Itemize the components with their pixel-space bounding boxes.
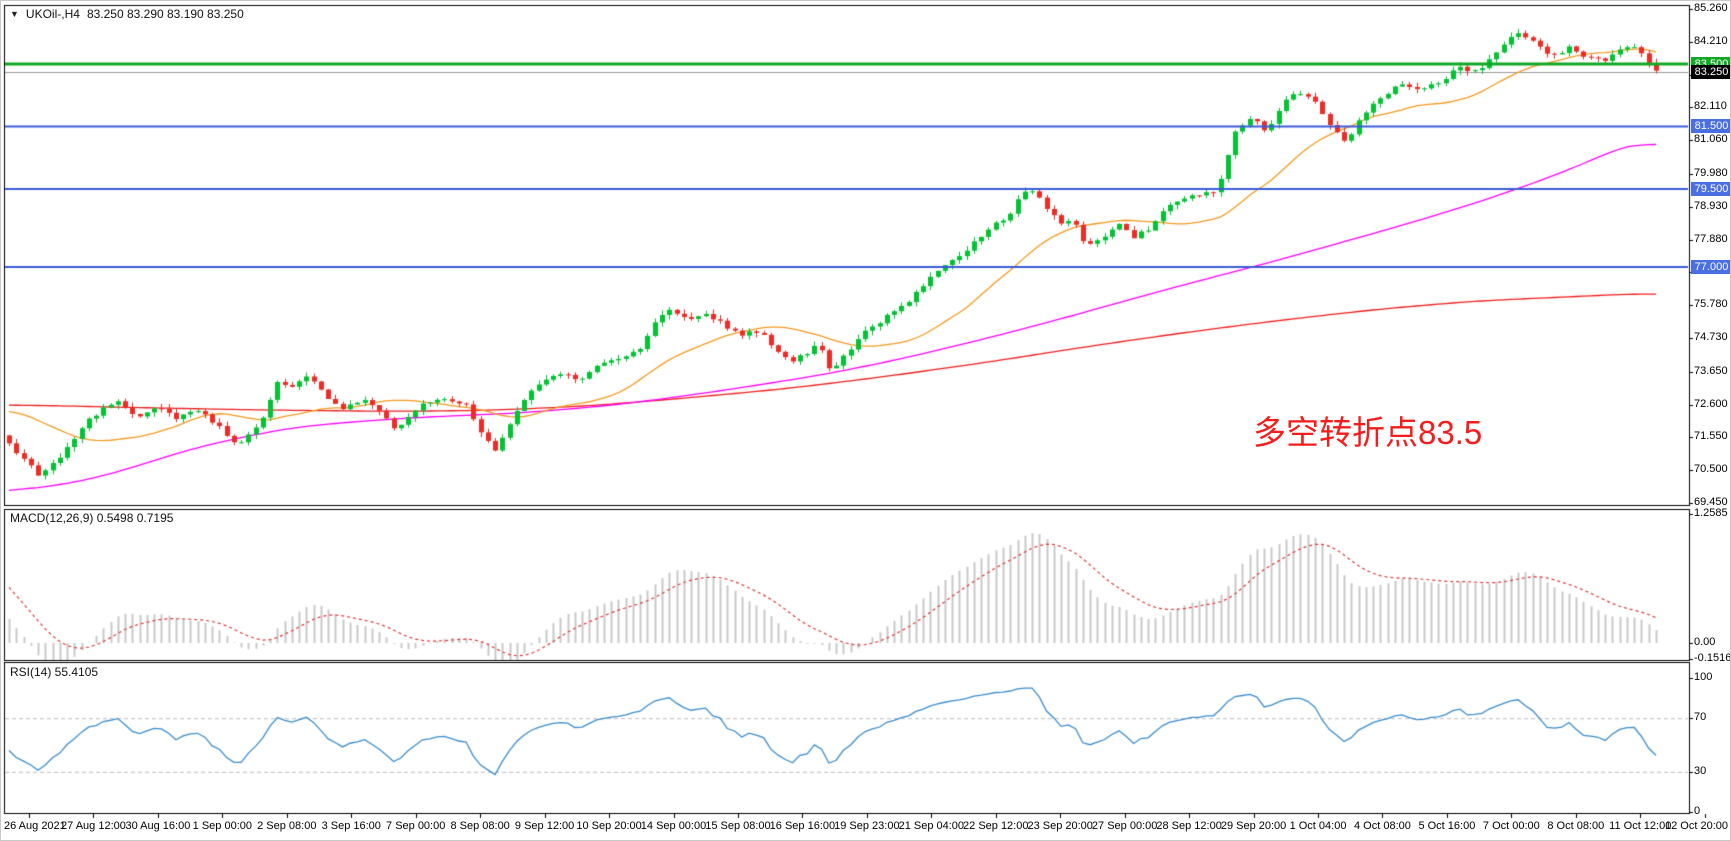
time-axis-label: 7 Oct 00:00 [1482,820,1540,832]
price-axis-label: 79.980 [1694,166,1728,179]
price-axis-label: 82.110 [1694,100,1727,113]
time-axis-label: 19 Sep 23:00 [834,820,900,832]
price-axis-label: 74.730 [1694,331,1728,343]
price-axis-label: 71.550 [1694,430,1728,443]
time-axis-label: 27 Sep 00:00 [1091,820,1158,832]
time-axis-label: 26 Aug 2021 [4,820,66,832]
price-axis-label: 85.260 [1694,1,1728,14]
time-axis-label: 10 Sep 20:00 [576,820,642,832]
price-axis-label: 70.500 [1694,463,1728,476]
time-axis-label: 1 Sep 00:00 [192,820,253,832]
time-axis-label: 14 Sep 00:00 [640,820,707,832]
rsi-axis-label: 100 [1694,671,1713,683]
time-axis-label: 1 Oct 04:00 [1289,820,1347,832]
time-axis-label: 28 Sep 12:00 [1156,820,1222,832]
support-price-label: 77.000 [1691,260,1730,275]
price-axis-label: 78.930 [1694,199,1728,212]
macd-axis-label: -0.1516 [1694,651,1731,664]
rsi-axis-label: 70 [1694,711,1707,724]
price-axis-label: 69.450 [1694,496,1728,508]
time-axis-label: 9 Sep 12:00 [514,820,575,832]
time-axis-label: 11 Oct 12:00 [1609,820,1672,832]
symbol-timeframe-label: UKOil-,H4 [25,7,80,21]
time-axis-label: 5 Oct 16:00 [1418,820,1476,832]
time-axis-label: 8 Sep 08:00 [450,820,510,832]
time-axis-label: 12 Oct 20:00 [1665,820,1728,832]
rsi-axis-label: 0 [1694,805,1701,817]
symbol-header: ▼ UKOil-,H4 83.250 83.290 83.190 83.250 [10,7,244,21]
macd-axis-label: 0.00 [1694,636,1716,648]
time-axis-label: 23 Sep 20:00 [1027,820,1093,832]
chart-dropdown-icon[interactable]: ▼ [10,8,19,19]
annotation-text: 多空转折点83.5 [1253,414,1483,451]
current-price-label: 83.250 [1691,64,1730,79]
support-price-label: 81.500 [1691,119,1730,134]
time-axis-label: 8 Oct 08:00 [1547,820,1605,832]
time-axis-label: 16 Sep 16:00 [769,820,836,832]
rsi-axis-label: 30 [1694,764,1707,777]
rsi-indicator-label: RSI(14) 55.4105 [10,665,99,679]
price-axis-label: 73.650 [1694,364,1728,377]
time-axis-label: 2 Sep 08:00 [257,820,317,832]
price-axis-label: 81.060 [1694,133,1728,146]
time-axis-label: 3 Sep 16:00 [321,820,381,832]
price-axis-label: 84.210 [1694,34,1728,47]
price-axis-label: 75.780 [1694,298,1728,311]
price-axis-label: 77.880 [1694,232,1728,245]
time-axis-label: 21 Sep 04:00 [898,820,965,832]
time-axis-label: 29 Sep 20:00 [1220,820,1287,832]
time-axis-label: 27 Aug 12:00 [61,820,126,832]
support-price-label: 79.500 [1691,181,1730,196]
time-axis-label: 4 Oct 08:00 [1354,820,1411,832]
time-axis-label: 7 Sep 00:00 [386,820,446,832]
macd-indicator-label: MACD(12,26,9) 0.5498 0.7195 [10,511,174,525]
time-axis-label: 22 Sep 12:00 [963,820,1029,832]
time-axis-label: 30 Aug 16:00 [125,820,191,832]
macd-axis-label: 1.2585 [1694,506,1728,519]
ohlc-quote-values: 83.250 83.290 83.190 83.250 [86,7,244,21]
price-axis-label: 72.600 [1694,397,1728,410]
time-axis-label: 15 Sep 08:00 [705,820,771,832]
